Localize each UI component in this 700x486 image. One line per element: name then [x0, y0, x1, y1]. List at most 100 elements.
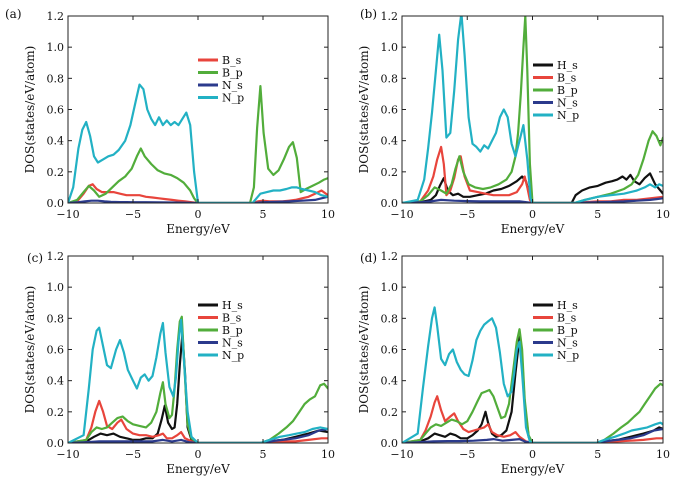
- y-tick-label: 0.4: [47, 375, 65, 388]
- legend-label: B_s: [222, 312, 242, 325]
- y-tick-label: 0.6: [381, 344, 399, 357]
- x-tick-label: 5: [260, 448, 267, 461]
- chart-panel-c: −10 −5 0 5 10 0.0 0.2 0.4 0.6 0.8 1.0 1.2 Energy/eV D…: [23, 250, 335, 476]
- x-tick-label: 10: [321, 448, 335, 461]
- y-tick-label: 0.4: [47, 135, 65, 148]
- plot-frame: [67, 15, 329, 204]
- y-axis-title: DOS(states/eV/atom): [23, 286, 37, 414]
- x-tick-label: −10: [56, 208, 79, 221]
- legend-label: B_s: [222, 54, 242, 67]
- legend: H_sB_sB_pN_sN_p: [533, 299, 579, 362]
- x-tick-label: 10: [656, 208, 670, 221]
- x-tick-label: −10: [390, 448, 413, 461]
- series-line-b-p: [68, 315, 328, 443]
- y-tick-label: 1.2: [47, 10, 65, 23]
- y-tick-label: 0.0: [381, 197, 399, 210]
- y-tick-label: 0.6: [381, 104, 399, 117]
- y-tick-label: 1.0: [381, 281, 399, 294]
- series-line-n-p: [402, 16, 663, 203]
- x-axis-title: Energy/eV: [501, 462, 565, 476]
- x-tick-label: 5: [260, 208, 267, 221]
- x-tick-label: −5: [459, 448, 475, 461]
- panel-label: (c): [27, 251, 43, 265]
- legend-label: B_p: [222, 67, 243, 80]
- legend: H_sB_sB_pN_sN_p: [533, 59, 579, 122]
- legend: B_sB_pN_sN_p: [198, 54, 244, 105]
- y-axis-title: DOS(states/eV/atom): [23, 46, 37, 174]
- y-tick-label: 1.0: [47, 281, 65, 294]
- x-tick-label: 0: [529, 448, 536, 461]
- series-line-b-p: [68, 85, 328, 203]
- y-tick-label: 1.2: [381, 10, 399, 23]
- series-line-n-s: [402, 427, 663, 443]
- legend-label: B_p: [222, 324, 243, 337]
- x-tick-label: −10: [390, 208, 413, 221]
- y-tick-label: 0.4: [381, 375, 399, 388]
- y-tick-label: 1.2: [381, 250, 399, 263]
- y-tick-label: 0.8: [381, 312, 399, 325]
- plot-frame: [401, 255, 664, 444]
- legend-label: B_s: [557, 312, 577, 325]
- y-tick-label: 0.4: [381, 135, 399, 148]
- series-line-n-p: [402, 306, 663, 443]
- x-tick-label: 10: [321, 208, 335, 221]
- y-tick-label: 0.6: [47, 104, 65, 117]
- chart-panel-a: −10 −5 0 5 10 0.0 0.2 0.4 0.6 0.8 1.0 1.2 Energy/eV D…: [5, 7, 335, 236]
- y-axis-title: DOS(states/eV/atom): [357, 46, 371, 174]
- series-line-n-p: [68, 83, 328, 203]
- series-line-n-p: [68, 318, 328, 443]
- x-tick-label: 5: [594, 448, 601, 461]
- series-line-n-s: [68, 195, 328, 203]
- legend-label: N_p: [557, 349, 579, 362]
- y-tick-label: 0.8: [381, 72, 399, 85]
- legend-label: N_s: [557, 337, 578, 350]
- y-tick-label: 0.0: [47, 197, 65, 210]
- legend-label: B_p: [557, 84, 578, 97]
- series-line-n-s: [68, 427, 328, 443]
- series-line-b-p: [402, 328, 663, 443]
- y-tick-label: 0.6: [47, 344, 65, 357]
- x-tick-label: −10: [56, 448, 79, 461]
- x-tick-label: 10: [656, 448, 670, 461]
- legend-label: H_s: [557, 59, 578, 72]
- legend-label: B_p: [557, 324, 578, 337]
- series-line-b-p: [402, 16, 663, 203]
- legend: H_sB_sB_pN_sN_p: [198, 299, 244, 362]
- y-tick-label: 0.2: [47, 166, 65, 179]
- x-axis-title: Energy/eV: [501, 222, 565, 236]
- legend-label: N_p: [222, 349, 244, 362]
- x-axis-title: Energy/eV: [166, 462, 230, 476]
- y-tick-label: 0.0: [47, 437, 65, 450]
- legend-label: N_s: [557, 97, 578, 110]
- legend-label: H_s: [222, 299, 243, 312]
- y-tick-label: 1.0: [47, 41, 65, 54]
- x-axis-title: Energy/eV: [166, 222, 230, 236]
- x-tick-label: −5: [459, 208, 475, 221]
- legend-label: N_p: [222, 92, 244, 105]
- legend-label: N_p: [557, 109, 579, 122]
- panel-label: (d): [360, 251, 377, 265]
- series-line-b-s: [68, 399, 328, 443]
- legend-label: N_s: [222, 337, 243, 350]
- series-line-n-s: [402, 197, 663, 203]
- y-axis-title: DOS(states/eV/atom): [357, 286, 371, 414]
- x-tick-label: 5: [594, 208, 601, 221]
- legend-label: H_s: [557, 299, 578, 312]
- chart-panel-b: −10 −5 0 5 10 0.0 0.2 0.4 0.6 0.8 1.0 1.2 Energy/eV D…: [357, 7, 670, 236]
- x-tick-label: −5: [125, 448, 141, 461]
- y-tick-label: 0.8: [47, 312, 65, 325]
- y-tick-label: 0.0: [381, 437, 399, 450]
- legend-label: B_s: [557, 72, 577, 85]
- x-tick-label: 0: [529, 208, 536, 221]
- panel-label: (a): [5, 7, 22, 21]
- y-tick-label: 1.0: [381, 41, 399, 54]
- y-tick-label: 0.8: [47, 72, 65, 85]
- legend-label: N_s: [222, 79, 243, 92]
- plot-frame: [67, 255, 329, 444]
- panel-label: (b): [360, 7, 377, 21]
- x-tick-label: 0: [195, 448, 202, 461]
- x-tick-label: 0: [195, 208, 202, 221]
- y-tick-label: 0.2: [47, 406, 65, 419]
- chart-panel-d: −10 −5 0 5 10 0.0 0.2 0.4 0.6 0.8 1.0 1.2 Energy/eV D…: [357, 250, 670, 476]
